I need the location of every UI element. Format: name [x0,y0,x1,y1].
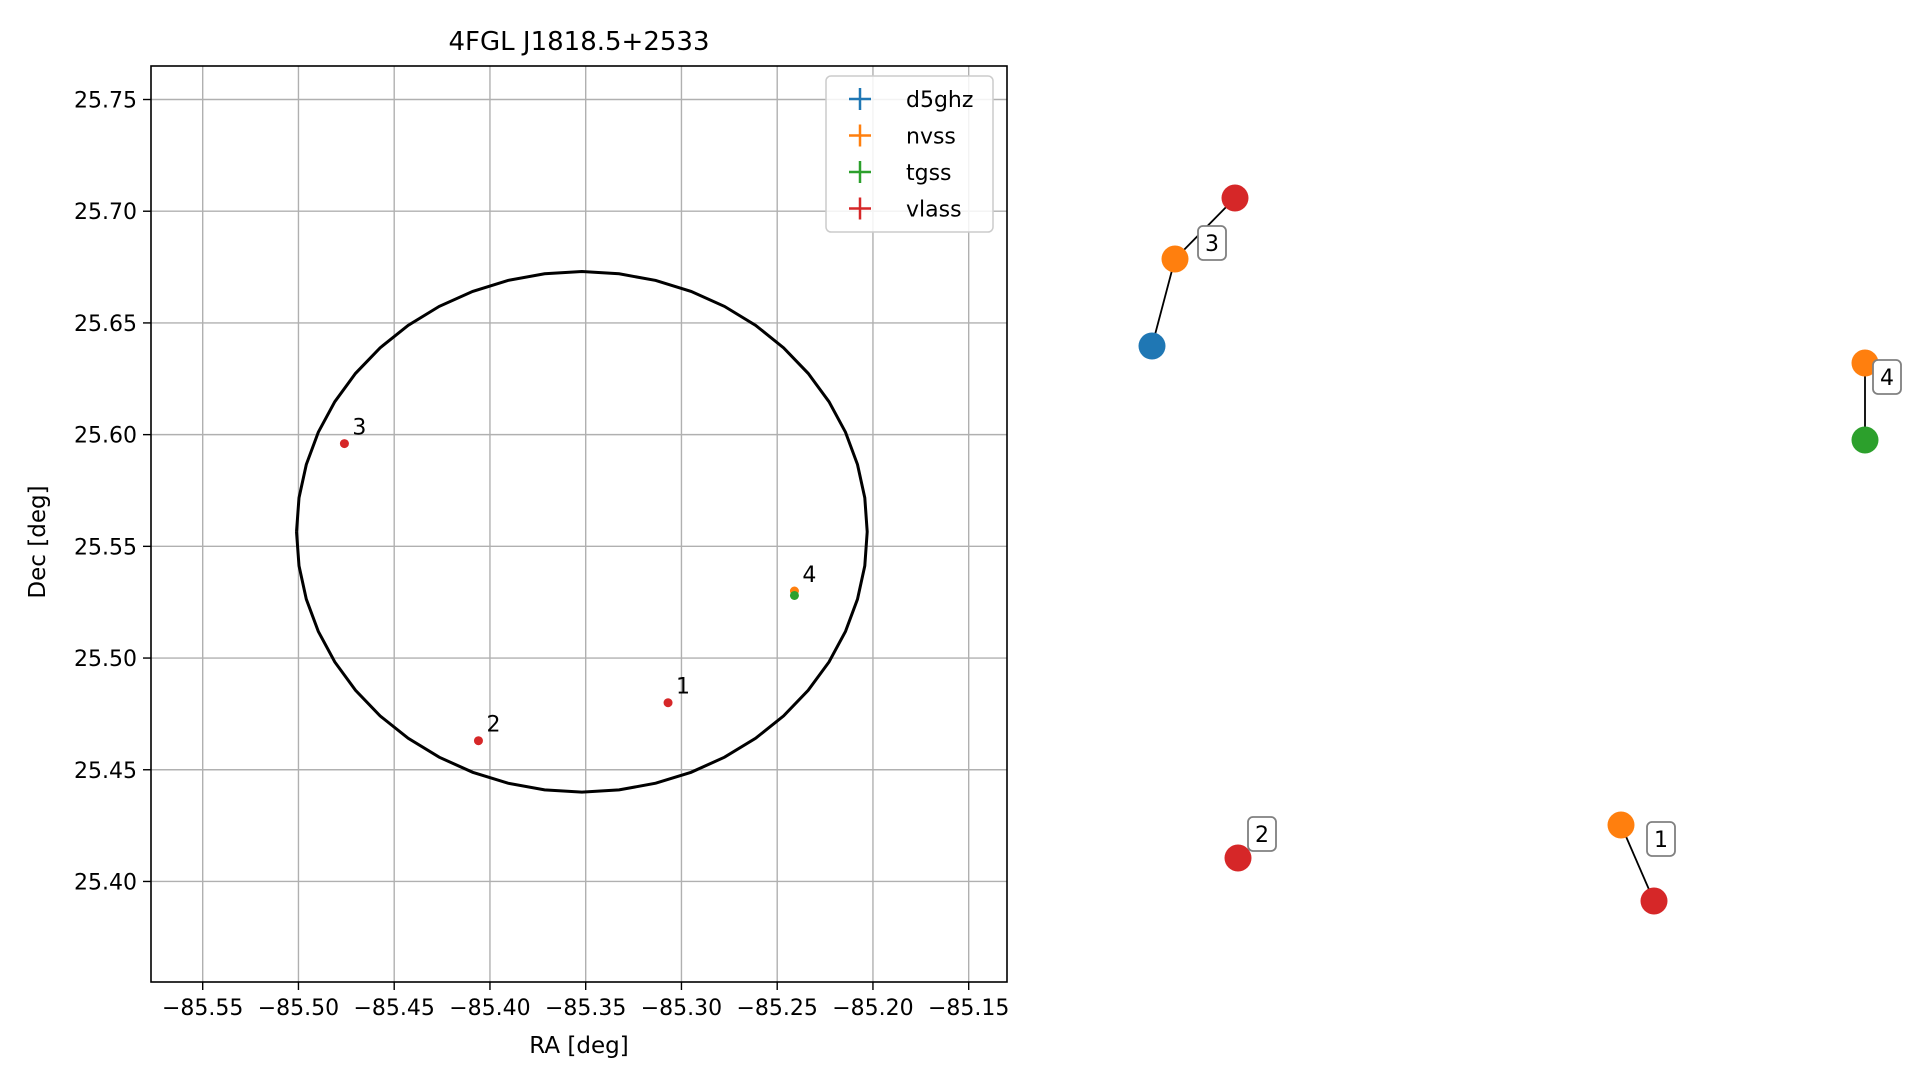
diagram-edge [1151,258,1176,347]
vlass-point [663,698,673,708]
x-axis-label: RA [deg] [529,1033,628,1059]
y-tick-label: 25.65 [74,312,137,337]
y-tick-label: 25.75 [74,89,137,114]
vlass-node [1221,184,1249,212]
diagram-label-text: 1 [1654,828,1668,853]
point-annotation: 4 [802,563,816,588]
diagram-label-g4: 4 [1872,359,1902,395]
coverage-circle [295,269,869,794]
diagram-label-g3: 3 [1197,225,1227,261]
plot-frame [150,65,1008,983]
diagram-nodes [1138,184,1879,915]
y-tick-label: 25.60 [74,424,137,449]
tgss-node [1851,426,1879,454]
axis-ticks [143,98,970,990]
y-tick-label: 25.40 [74,870,137,895]
diagram-label-text: 4 [1880,366,1894,391]
y-tick-label: 25.50 [74,647,137,672]
y-tick-labels: 25.40 25.45 25.50 25.55 25.60 25.65 25.70 25.75 [74,89,137,896]
data-points [339,439,799,746]
point-annotation: 3 [352,416,366,441]
diagram-label-text: 3 [1205,232,1219,257]
x-tick-label: −85.20 [832,996,913,1021]
x-tick-label: −85.45 [353,996,434,1021]
diagram-label-g2: 2 [1247,816,1277,852]
nvss-node [1161,245,1189,273]
point-annotations: 1 2 3 4 [352,416,816,738]
x-tick-label: −85.30 [641,996,722,1021]
chart-title: 4FGL J1818.5+2533 [449,27,710,57]
legend-item-tgss: tgss [849,161,952,186]
y-tick-label: 25.70 [74,200,137,225]
vlass-node [1224,844,1252,872]
legend-label-d5ghz: d5ghz [906,88,973,113]
point-annotation: 1 [676,675,690,700]
diagram-label-box [1197,225,1227,261]
nvss-node [1607,811,1635,839]
legend-box [825,75,994,233]
d5ghz-node [1138,332,1166,360]
vlass-point [473,736,483,746]
x-tick-labels: −85.55 −85.50 −85.45 −85.40 −85.35 −85.30 −85.… [162,996,1009,1021]
diagram-label-g1: 1 [1646,821,1676,857]
legend-item-nvss: nvss [849,124,956,150]
y-tick-label: 25.55 [74,535,137,560]
legend-label-tgss: tgss [906,161,952,186]
x-tick-label: −85.35 [545,996,626,1021]
vlass-node [1640,887,1668,915]
y-axis-label: Dec [deg] [25,485,51,598]
diagram-label-box [1247,816,1277,852]
diagram-label-text: 2 [1255,823,1269,848]
x-tick-label: −85.55 [162,996,243,1021]
tgss-point [789,590,799,600]
x-tick-label: −85.40 [449,996,530,1021]
x-tick-label: −85.15 [928,996,1009,1021]
grid [151,66,1007,982]
x-tick-label: −85.50 [258,996,339,1021]
x-tick-label: −85.25 [736,996,817,1021]
diagram-label-box [1872,359,1902,395]
legend-label-vlass: vlass [906,198,962,223]
vlass-point [339,439,349,449]
legend: d5ghz nvss tgss vlass [825,75,994,233]
diagram-labels: 3 4 2 1 [1197,225,1902,857]
point-annotation: 2 [486,713,500,738]
legend-item-vlass: vlass [849,197,962,223]
diagram-edges [1151,197,1866,902]
nvss-node [1851,349,1879,377]
y-tick-label: 25.45 [74,759,137,784]
diagram-edge [1620,824,1655,902]
diagram-label-box [1646,821,1676,857]
crossmatch-diagram: 3 4 2 1 [1138,184,1902,915]
legend-label-nvss: nvss [906,125,956,150]
legend-item-d5ghz: d5ghz [849,88,973,113]
